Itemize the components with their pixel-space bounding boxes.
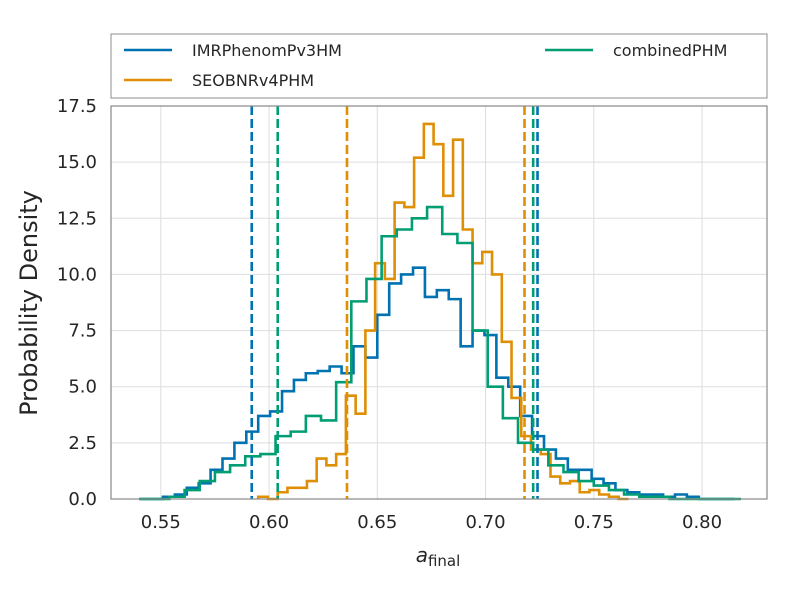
y-tick-label: 5.0 xyxy=(68,377,97,398)
legend-label: IMRPhenomPv3HM xyxy=(192,41,342,60)
legend-item-SEOBNRv4PHM: SEOBNRv4PHM xyxy=(124,71,314,90)
y-tick-label: 17.5 xyxy=(57,96,97,117)
x-tick-label: 0.80 xyxy=(682,512,722,533)
histogram-series xyxy=(139,122,742,501)
x-axis-title-subscript: final xyxy=(428,552,460,570)
x-axis-title: afinal xyxy=(416,543,461,570)
grid xyxy=(111,105,767,500)
x-tick-label: 0.60 xyxy=(249,512,289,533)
y-tick-label: 15.0 xyxy=(57,152,97,173)
legend-label: combinedPHM xyxy=(613,41,727,60)
histogram-SEOBNRv4PHM xyxy=(256,122,629,501)
x-tick-label: 0.65 xyxy=(357,512,397,533)
y-tick-label: 12.5 xyxy=(57,208,97,229)
plot-frame xyxy=(110,105,768,500)
legend-box xyxy=(110,33,768,99)
x-tick-label: 0.70 xyxy=(466,512,506,533)
legend-item-combinedPHM: combinedPHM xyxy=(545,41,727,60)
x-tick-label: 0.55 xyxy=(141,512,181,533)
y-tick-labels: 0.0 2.5 5.0 7.5 10.0 12.5 15.0 17.5 xyxy=(57,96,97,510)
legend-label: SEOBNRv4PHM xyxy=(192,71,314,90)
histogram-combinedPHM xyxy=(139,205,742,501)
histogram-IMRPhenomPv3HM xyxy=(139,266,735,501)
y-tick-label: 10.0 xyxy=(57,264,97,285)
y-tick-label: 0.0 xyxy=(68,489,97,510)
y-tick-label: 2.5 xyxy=(68,433,97,454)
y-tick-label: 7.5 xyxy=(68,321,97,342)
x-axis-title-main: a xyxy=(416,543,428,567)
legend-items: IMRPhenomPv3HM SEOBNRv4PHM combinedPHM xyxy=(124,41,727,90)
y-axis-title: Probability Density xyxy=(15,190,43,416)
quantile-lines xyxy=(250,106,539,499)
legend: IMRPhenomPv3HM SEOBNRv4PHM combinedPHM xyxy=(110,33,768,99)
x-tick-label: 0.75 xyxy=(574,512,614,533)
x-tick-labels: 0.55 0.60 0.65 0.70 0.75 0.80 xyxy=(141,512,722,533)
legend-item-IMRPhenomPv3HM: IMRPhenomPv3HM xyxy=(124,41,342,60)
